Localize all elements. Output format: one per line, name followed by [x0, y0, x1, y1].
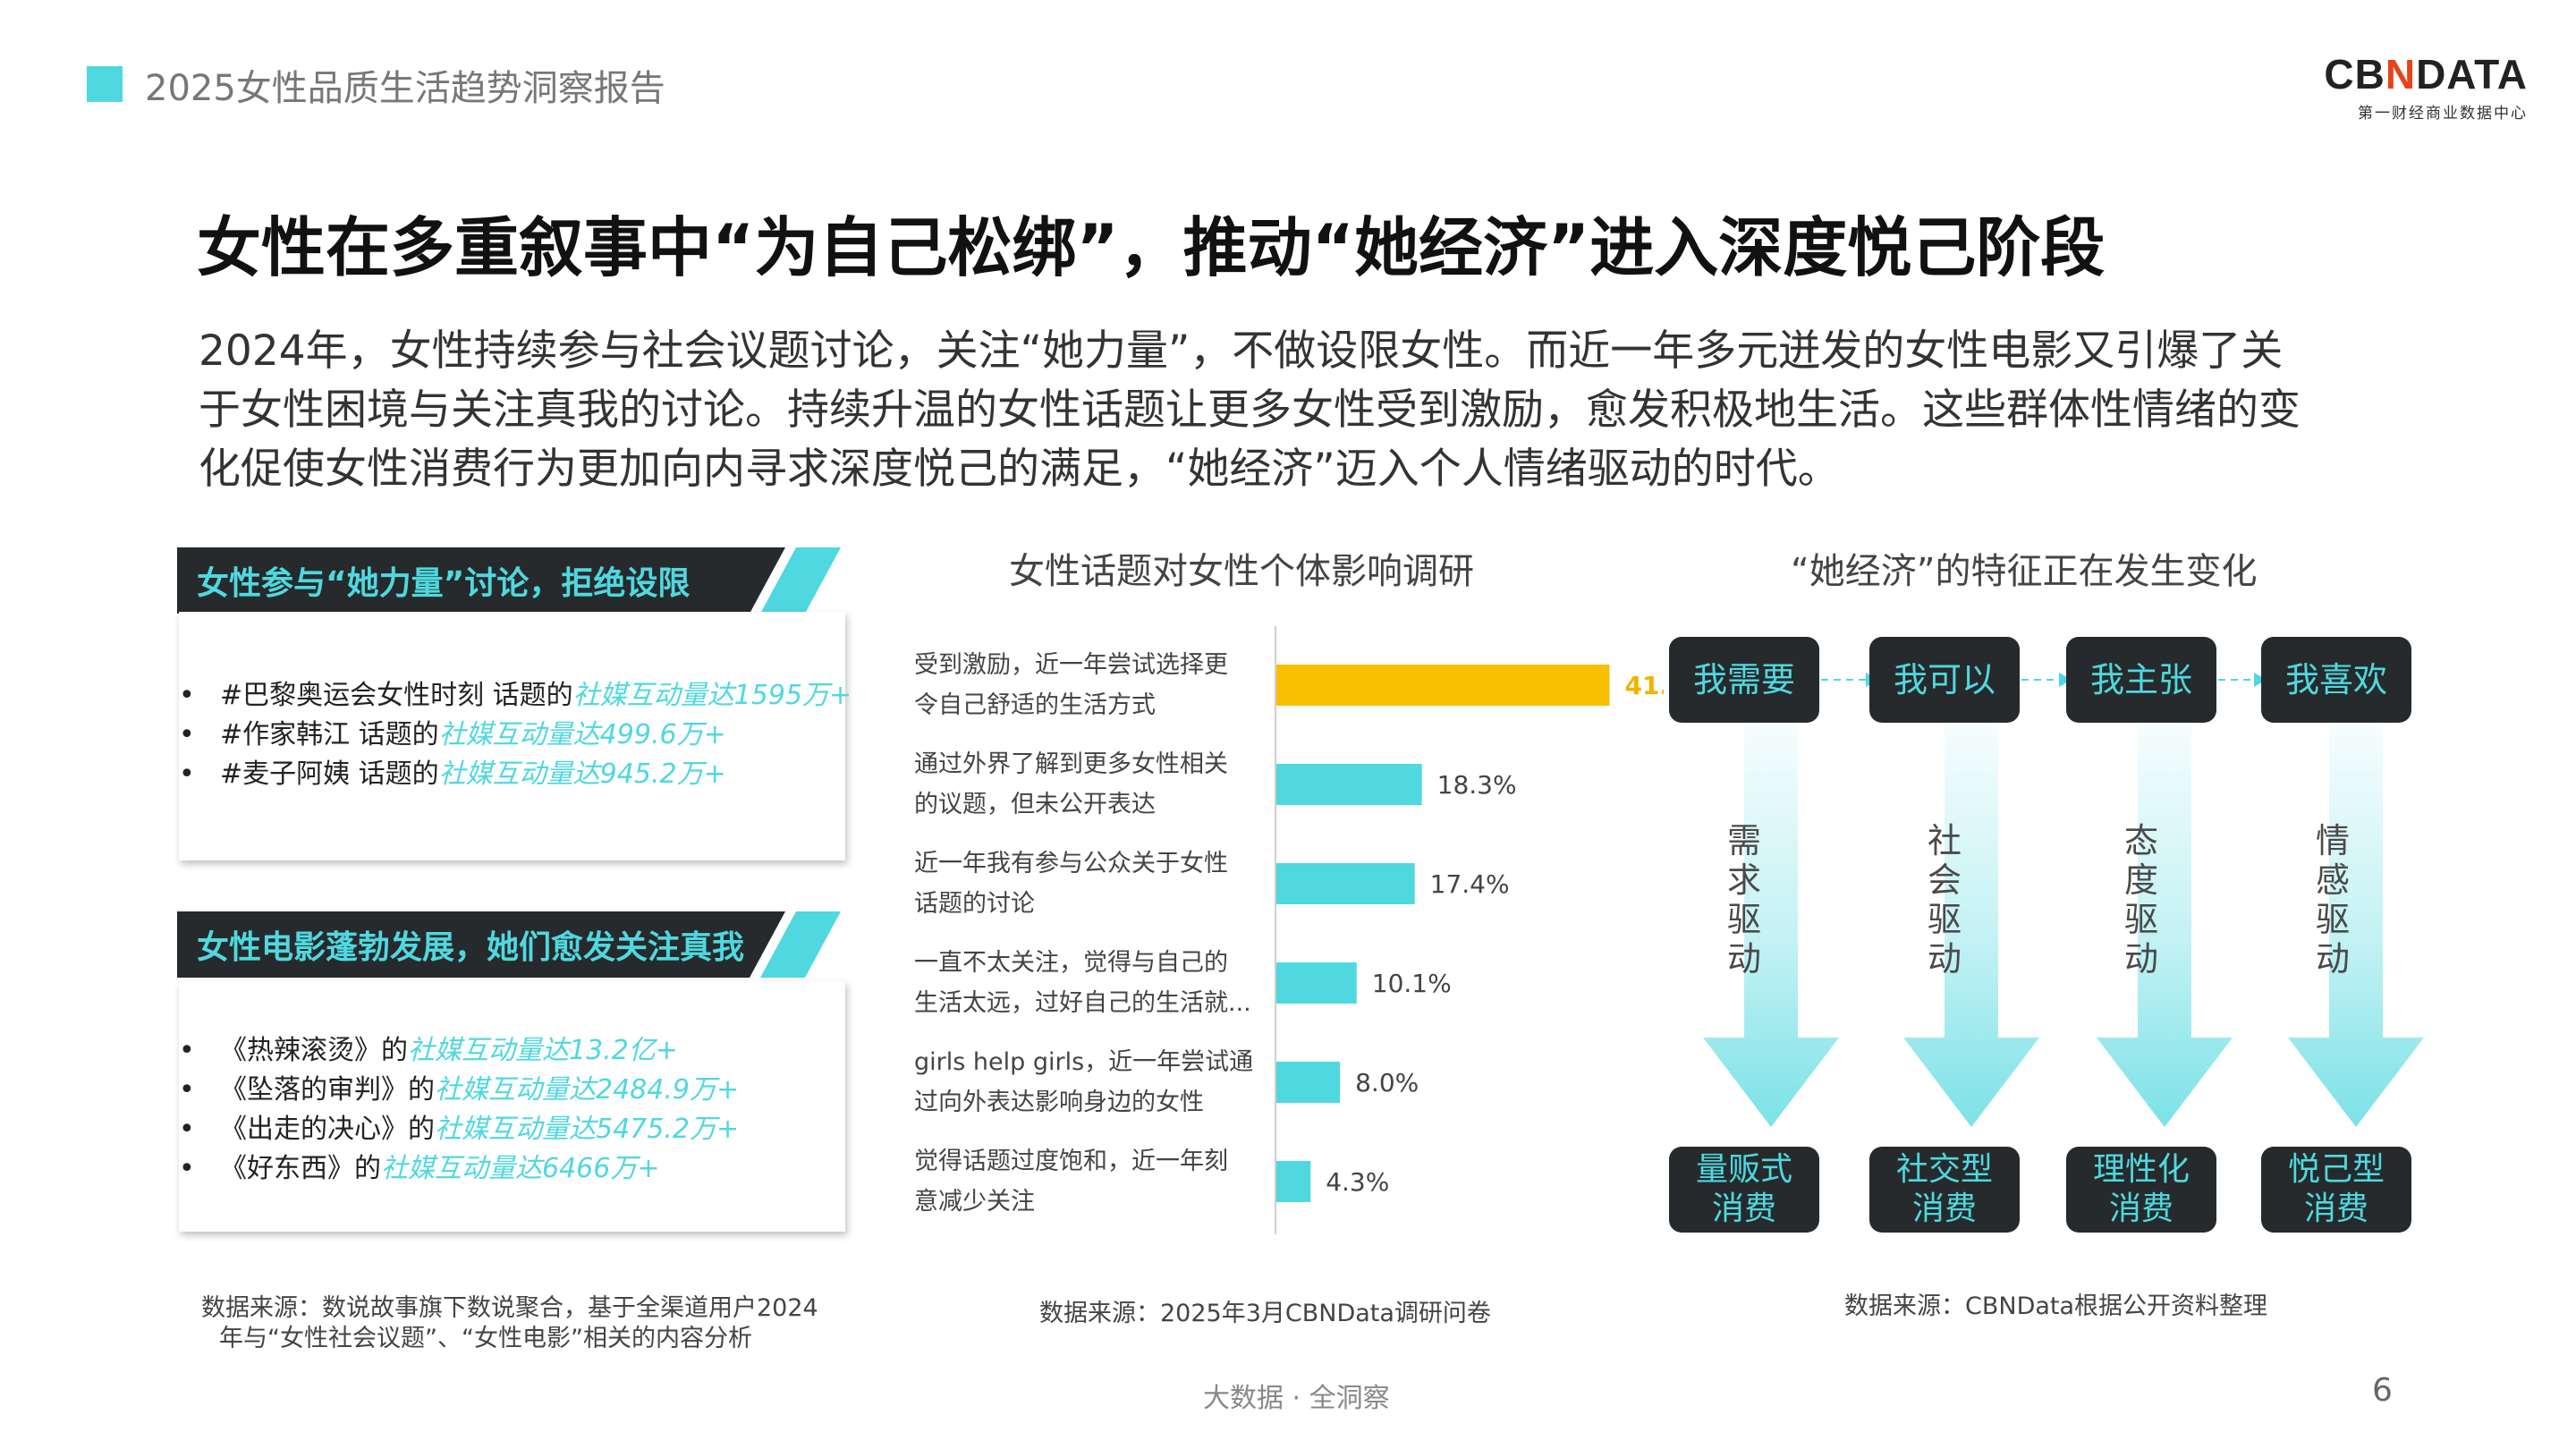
- bar: [1276, 764, 1422, 805]
- list-item: #巴黎奥运会女性时刻 话题的社媒互动量达1595万+: [179, 676, 852, 716]
- page-title: 女性在多重叙事中“为自己松绑”，推动“她经济”进入深度悦己阶段: [197, 210, 2106, 285]
- category-label: girls help girls，近一年尝试通 过向外表达影响身边的女性: [914, 1042, 1272, 1123]
- connector-arrow: [2021, 673, 2072, 687]
- highlight-value: 社媒互动量达6466万+: [381, 1153, 660, 1184]
- flow-box-need: 我需要: [1669, 637, 1819, 723]
- list-item: 《出走的决心》的社媒互动量达5475.2万+: [179, 1110, 845, 1149]
- highlight-value: 社媒互动量达1595万+: [572, 680, 852, 711]
- flow-box-advocate: 我主张: [2066, 637, 2216, 723]
- report-title: 2025女性品质生活趋势洞察报告: [145, 68, 665, 109]
- data-label: 8.0%: [1355, 1068, 1419, 1097]
- category-label: 近一年我有参与公众关于女性 话题的讨论: [914, 843, 1272, 924]
- left-source-note: 数据来源：数说故事旗下数说聚合，基于全渠道用户2024 年与“女性社会议题”、“…: [201, 1294, 818, 1352]
- flow-result-self-pleasing: 悦己型 消费: [2261, 1147, 2411, 1233]
- bar: [1276, 1161, 1311, 1202]
- list-item: 《热辣滚烫》的社媒互动量达13.2亿+: [179, 1031, 845, 1071]
- cbndata-logo: CBNDATA 第一财经商业数据中心: [2277, 54, 2528, 123]
- intro-paragraph: 2024年，女性持续参与社会议题讨论，关注“她力量”，不做设限女性。而近一年多元…: [199, 322, 2417, 499]
- data-label: 18.3%: [1437, 770, 1517, 800]
- flow-box-can: 我可以: [1869, 637, 2020, 723]
- logo-wordmark: CBNDATA: [2324, 51, 2528, 97]
- category-label-line: 近一年我有参与公众关于女性: [914, 850, 1228, 877]
- bar: [1276, 665, 1610, 706]
- chart-title: 女性话题对女性个体影响调研: [1009, 551, 1474, 592]
- connector-arrow: [2218, 673, 2267, 687]
- list-item: #作家韩江 话题的社媒互动量达499.6万+: [179, 716, 845, 755]
- intro-line: 化促使女性消费行为更加向内寻求深度悦己的满足，“她经济”迈入个人情绪驱动的时代。: [199, 445, 1840, 494]
- driver-text-emotion: 情感驱动: [2315, 821, 2350, 979]
- driver-text-attitude: 态度驱动: [2123, 821, 2158, 979]
- flow-result-bulk: 量贩式 消费: [1669, 1147, 1819, 1233]
- highlight-value: 社媒互动量达2484.9万+: [435, 1074, 740, 1106]
- category-label-line: 通过外界了解到更多女性相关: [914, 750, 1228, 778]
- chart-source-note: 数据来源：2025年3月CBNData调研问卷: [1039, 1300, 1491, 1327]
- list-item: 《好东西》的社媒互动量达6466万+: [179, 1149, 845, 1189]
- footer-tagline: 大数据 · 全洞察: [1203, 1383, 1390, 1414]
- down-arrow: [2288, 724, 2424, 1127]
- category-label: 一直不太关注，觉得与自己的 生活太远，过好自己的生活就...: [914, 943, 1272, 1023]
- category-label: 受到激励，近一年尝试选择更 令自己舒适的生活方式: [914, 645, 1272, 725]
- highlight-value: 社媒互动量达13.2亿+: [408, 1035, 678, 1066]
- category-label: 觉得话题过度饱和，近一年刻 意减少关注: [914, 1141, 1272, 1222]
- category-label-line: 的议题，但未公开表达: [914, 791, 1156, 818]
- category-label-line: 觉得话题过度饱和，近一年刻: [914, 1148, 1228, 1175]
- highlight-value: 社媒互动量达945.2万+: [438, 758, 726, 790]
- data-label: 17.4%: [1430, 869, 1510, 899]
- highlight-value: 社媒互动量达5475.2万+: [435, 1114, 740, 1145]
- flow-result-rational: 理性化 消费: [2066, 1147, 2216, 1233]
- flow-title: “她经济”的特征正在发生变化: [1791, 551, 2258, 592]
- data-label: 4.3%: [1326, 1167, 1389, 1197]
- down-arrow: [1903, 724, 2039, 1127]
- panel-header-banner: [177, 547, 841, 614]
- driver-text-social: 社会驱动: [1927, 821, 1962, 979]
- bar: [1276, 863, 1415, 904]
- bar: [1276, 1062, 1341, 1103]
- panel-box-female-films: 《热辣滚烫》的社媒互动量达13.2亿+ 《坠落的审判》的社媒互动量达2484.9…: [179, 981, 845, 1232]
- category-label: 通过外界了解到更多女性相关 的议题，但未公开表达: [914, 744, 1272, 825]
- category-label-line: 生活太远，过好自己的生活就...: [914, 989, 1251, 1017]
- category-label-line: 受到激励，近一年尝试选择更: [914, 651, 1228, 679]
- panel-header-banner: [177, 911, 841, 978]
- category-label-line: girls help girls，近一年尝试通: [914, 1048, 1254, 1076]
- panel-title: 女性参与“她力量”讨论，拒绝设限: [197, 565, 691, 602]
- category-label-line: 一直不太关注，觉得与自己的: [914, 949, 1228, 977]
- logo-subtitle: 第一财经商业数据中心: [2358, 105, 2528, 123]
- down-arrow: [1703, 724, 1839, 1127]
- list-item: #麦子阿姨 话题的社媒互动量达945.2万+: [179, 755, 845, 794]
- flow-arrows: [1703, 673, 2424, 1127]
- data-label: 41.9%: [1624, 671, 1664, 700]
- panel-header-female-films: 女性电影蓬勃发展，她们愈发关注真我: [177, 911, 848, 978]
- intro-line: 于女性困境与关注真我的讨论。持续升温的女性话题让更多女性受到激励，愈发积极地生活…: [199, 386, 2301, 435]
- category-label-line: 话题的讨论: [914, 890, 1035, 918]
- panel-box-her-power: #巴黎奥运会女性时刻 话题的社媒互动量达1595万+ #作家韩江 话题的社媒互动…: [179, 612, 852, 860]
- category-label-line: 意减少关注: [914, 1188, 1035, 1216]
- panel-title: 女性电影蓬勃发展，她们愈发关注真我: [197, 929, 745, 966]
- data-label: 10.1%: [1372, 969, 1452, 998]
- category-label-line: 令自己舒适的生活方式: [914, 691, 1156, 719]
- driver-text-demand: 需求驱动: [1726, 821, 1761, 979]
- page-number: 6: [2372, 1372, 2393, 1409]
- header-accent-square: [87, 66, 123, 102]
- flow-source-note: 数据来源：CBNData根据公开资料整理: [1844, 1292, 2268, 1320]
- bar: [1276, 962, 1357, 1004]
- category-label-line: 过向外表达影响身边的女性: [914, 1089, 1204, 1116]
- flow-result-social: 社交型 消费: [1869, 1147, 2020, 1233]
- highlight-value: 社媒互动量达499.6万+: [438, 719, 726, 750]
- topic-list: #巴黎奥运会女性时刻 话题的社媒互动量达1595万+ #作家韩江 话题的社媒互动…: [179, 676, 852, 794]
- down-arrow: [2097, 724, 2233, 1127]
- film-list: 《热辣滚烫》的社媒互动量达13.2亿+ 《坠落的审判》的社媒互动量达2484.9…: [179, 1031, 845, 1189]
- flow-box-like: 我喜欢: [2261, 637, 2411, 723]
- category-labels: 受到激励，近一年尝试选择更 令自己舒适的生活方式 通过外界了解到更多女性相关 的议题，…: [914, 644, 1290, 1234]
- panel-header-her-power: 女性参与“她力量”讨论，拒绝设限: [177, 547, 848, 614]
- intro-line: 2024年，女性持续参与社会议题讨论，关注“她力量”，不做设限女性。而近一年多元…: [199, 326, 2284, 376]
- bar-chart: 41.9% 18.3% 17.4% 10.1% 8.0% 4.3%: [1275, 626, 1664, 1234]
- list-item: 《坠落的审判》的社媒互动量达2484.9万+: [179, 1071, 845, 1110]
